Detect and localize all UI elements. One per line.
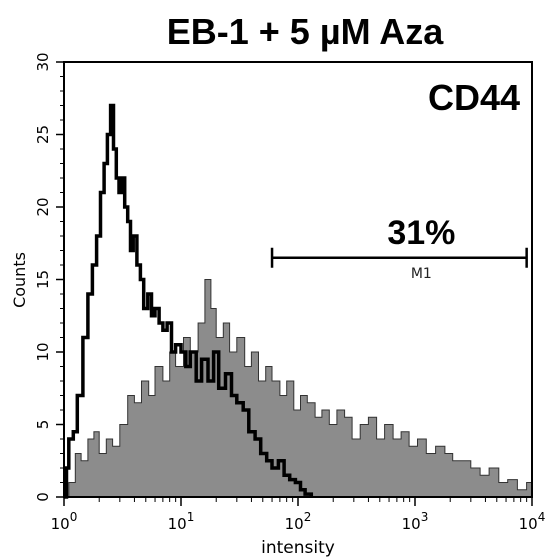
x-tick-label: 103	[402, 510, 429, 533]
series-layer	[64, 103, 533, 499]
y-tick-label: 25	[34, 125, 52, 144]
series-outline-histogram	[64, 103, 314, 499]
x-tick-label: 101	[168, 510, 195, 533]
x-tick-label: 102	[285, 510, 312, 533]
gate-percent: 31%	[387, 214, 455, 252]
chart-title: EB-1 + 5 µM Aza	[167, 11, 444, 52]
gate-label: M1	[411, 266, 432, 282]
y-tick-label: 10	[34, 342, 52, 361]
y-axis-label: Counts	[10, 252, 29, 308]
y-tick-label: 15	[34, 270, 52, 289]
y-tick-label: 0	[34, 492, 52, 502]
y-tick-label: 5	[34, 420, 52, 430]
y-axis: 0 5 10 15 20 25 30	[34, 52, 64, 502]
x-axis-label: intensity	[261, 538, 335, 558]
x-tick-label: 100	[51, 510, 78, 533]
x-axis: 100 101 102 103 104	[51, 497, 546, 533]
series-filled-histogram	[64, 279, 533, 498]
y-tick-label: 20	[34, 197, 52, 216]
gate-m1: 31% M1	[270, 214, 528, 282]
x-tick-label: 104	[519, 510, 546, 533]
marker-label: CD44	[428, 77, 520, 118]
y-tick-label: 30	[34, 52, 52, 71]
